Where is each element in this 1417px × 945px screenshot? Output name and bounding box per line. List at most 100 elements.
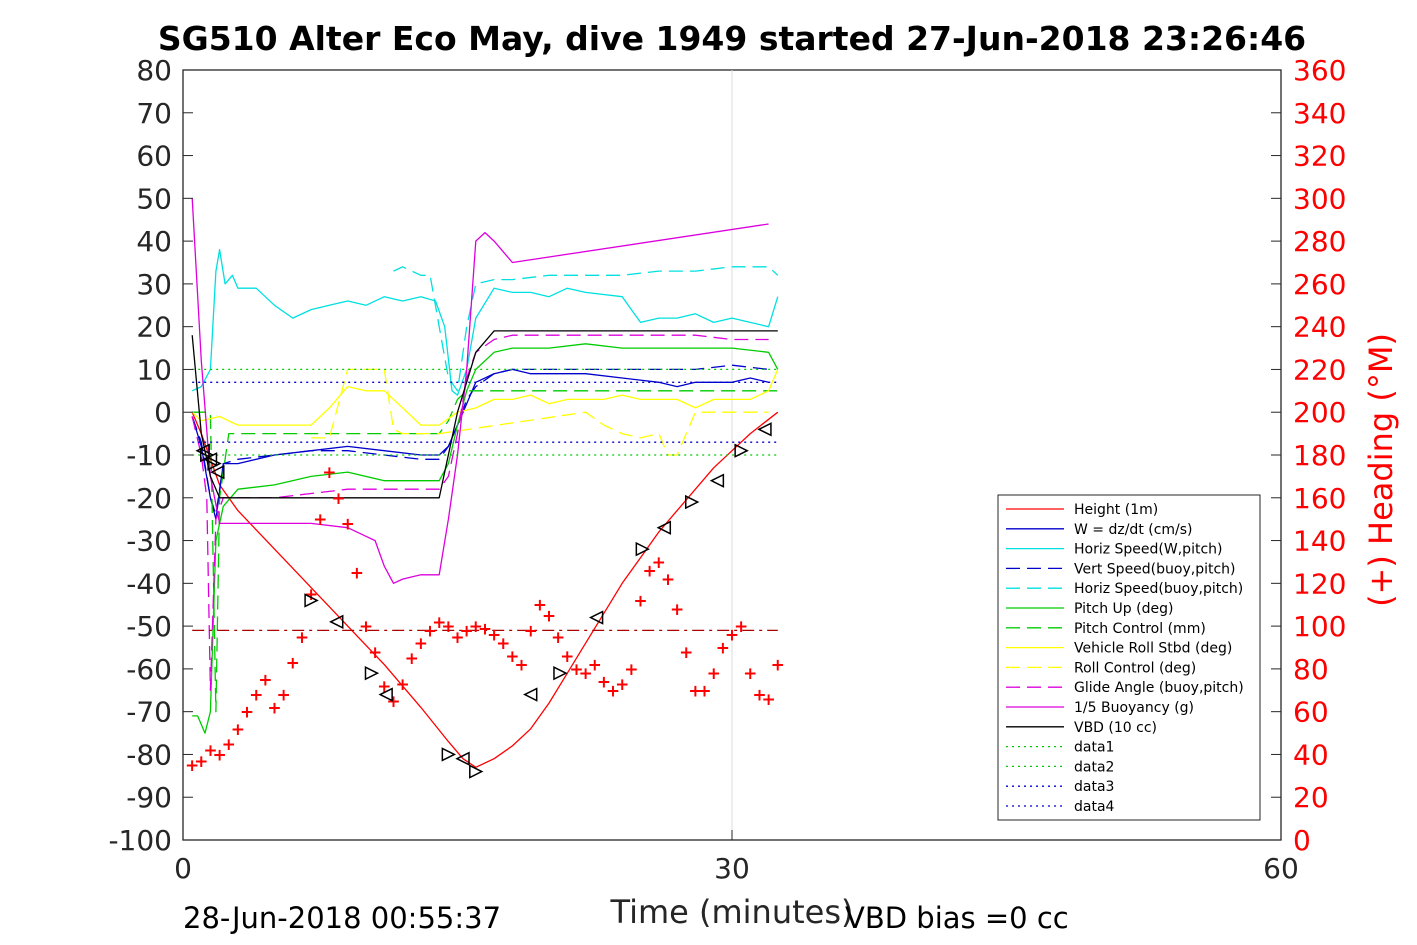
y-tick-label: -60 — [126, 653, 172, 686]
heading-point: + — [405, 649, 419, 669]
heading-point: + — [222, 735, 236, 755]
legend: Height (1m) W = dz/dt (cm/s) Horiz Speed(W… — [997, 494, 1261, 821]
heading-point: + — [185, 756, 199, 776]
triangle-marker — [656, 520, 672, 535]
heading-point: + — [377, 677, 391, 697]
series-line-8 — [311, 368, 769, 456]
y-right-tick-label: 180 — [1293, 439, 1346, 472]
legend-label-0: Height (1m) — [1074, 502, 1158, 518]
triangle-marker — [210, 464, 225, 480]
heading-point: + — [432, 613, 446, 633]
legend-label-4: Horiz Speed(buoy,pitch) — [1074, 581, 1243, 597]
heading-point: + — [524, 621, 538, 641]
triangle-marker — [684, 494, 700, 510]
y-tick-label: -80 — [126, 738, 172, 771]
heading-point: + — [725, 626, 739, 646]
triangle-marker — [378, 687, 393, 702]
y-tick-label: -10 — [126, 439, 172, 472]
legend-label-11: VBD (10 cc) — [1074, 720, 1157, 736]
triangle-marker — [635, 541, 651, 557]
y-tick-label: 80 — [136, 54, 172, 87]
heading-point: + — [569, 660, 583, 680]
triangle-marker — [304, 593, 319, 608]
series-line-2 — [191, 249, 779, 396]
heading-point: + — [212, 745, 226, 765]
heading-point: + — [322, 463, 336, 483]
heading-point: + — [652, 553, 666, 573]
y-tick-label: 70 — [136, 97, 172, 130]
heading-point: + — [478, 619, 492, 639]
y-right-tick-label: 40 — [1293, 738, 1329, 771]
legend-label-6: Pitch Control (mm) — [1074, 621, 1206, 637]
heading-point: + — [496, 634, 510, 654]
y-axis-right: 3603403203002802602402202001801601401201… — [1271, 54, 1346, 857]
series-line-4 — [393, 266, 779, 392]
triangle-marker — [523, 687, 538, 702]
y-tick-label: 20 — [136, 311, 172, 344]
footer-timestamp: 28-Jun-2018 00:55:37 — [183, 901, 501, 935]
y-tick-label: 10 — [136, 353, 172, 386]
triangle-marker — [469, 764, 484, 779]
marker-layer: ++++++++++++++++++++++++++++++++++++++++… — [185, 422, 785, 779]
heading-point: + — [588, 656, 602, 676]
heading-point: + — [643, 562, 657, 582]
heading-point: + — [688, 681, 702, 701]
heading-point: + — [386, 692, 400, 712]
y-tick-label: -100 — [108, 824, 172, 857]
heading-point: + — [661, 570, 675, 590]
x-axis: 0 30 60 — [174, 830, 1299, 885]
heading-point: + — [441, 617, 455, 637]
plot-area: ++++++++++++++++++++++++++++++++++++++++… — [182, 69, 1282, 841]
triangle-marker — [364, 665, 380, 681]
heading-point: + — [505, 647, 519, 667]
heading-point: + — [341, 514, 355, 534]
triangle-marker — [329, 614, 344, 630]
x-tick-label: 30 — [714, 852, 750, 885]
y-tick-label: -30 — [126, 525, 172, 558]
heading-point: + — [597, 673, 611, 693]
y-right-tick-label: 0 — [1293, 824, 1311, 857]
y-right-tick-label: 120 — [1293, 567, 1346, 600]
heading-point: + — [460, 621, 474, 641]
heading-point: + — [469, 617, 483, 637]
legend-label-15: data4 — [1074, 799, 1115, 815]
heading-point: + — [450, 628, 464, 648]
legend-label-2: Horiz Speed(W,pitch) — [1074, 542, 1222, 558]
heading-point: + — [716, 639, 730, 659]
y-right-tick-label: 280 — [1293, 225, 1346, 258]
heading-point: + — [267, 698, 281, 718]
legend-label-3: Vert Speed(buoy,pitch) — [1074, 561, 1236, 577]
y-right-tick-label: 160 — [1293, 482, 1346, 515]
y-right-tick-label: 320 — [1293, 140, 1346, 173]
heading-point: + — [707, 664, 721, 684]
triangle-marker — [553, 665, 568, 681]
legend-label-13: data2 — [1074, 759, 1114, 775]
heading-point: + — [771, 656, 785, 676]
triangle-marker — [709, 473, 725, 488]
triangle-marker — [207, 456, 222, 471]
series-line-5 — [192, 343, 779, 734]
legend-label-7: Vehicle Roll Stbd (deg) — [1074, 641, 1232, 657]
series-line-10 — [191, 198, 769, 584]
legend-label-12: data1 — [1074, 740, 1114, 756]
heading-point: + — [560, 647, 574, 667]
legend-label-9: Glide Angle (buoy,pitch) — [1074, 680, 1244, 696]
heading-point: + — [670, 600, 684, 620]
heading-point: + — [286, 653, 300, 673]
heading-point: + — [313, 510, 327, 530]
y-tick-label: -70 — [126, 696, 172, 729]
heading-point: + — [395, 675, 409, 695]
y-right-tick-label: 260 — [1293, 268, 1346, 301]
heading-point: + — [487, 626, 501, 646]
y-right-tick-label: 80 — [1293, 653, 1329, 686]
heading-point: + — [277, 686, 291, 706]
triangle-marker — [441, 747, 457, 762]
heading-point: + — [258, 671, 272, 691]
y-tick-label: 40 — [136, 225, 172, 258]
heading-point: + — [743, 664, 757, 684]
y-right-tick-label: 100 — [1293, 610, 1346, 643]
heading-point: + — [633, 591, 647, 611]
y-right-tick-label: 20 — [1293, 781, 1329, 814]
triangle-marker — [195, 443, 210, 458]
